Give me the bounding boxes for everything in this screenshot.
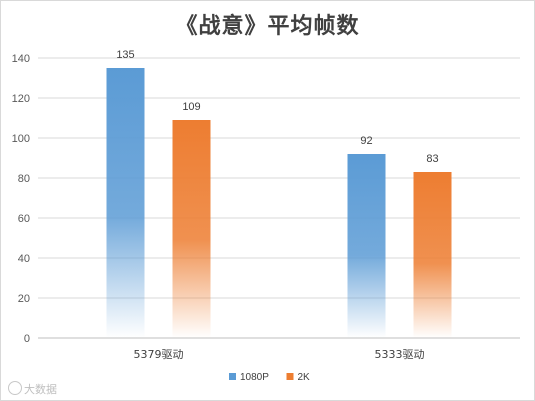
bar-1080P-0 xyxy=(106,68,145,338)
data-labels: 135 109 92 83 xyxy=(116,49,438,165)
bars xyxy=(106,68,452,338)
watermark-logo-icon xyxy=(8,381,22,395)
y-tick-label: 100 xyxy=(12,133,30,145)
data-label: 109 xyxy=(182,101,200,113)
watermark: 大数据 xyxy=(8,381,57,397)
chart-title: 《战意》平均帧数 xyxy=(175,13,360,39)
y-tick-label: 140 xyxy=(12,53,30,65)
x-axis: 5379驱动 5333驱动 xyxy=(38,337,520,361)
legend-swatch xyxy=(229,373,236,380)
legend-label: 2K xyxy=(298,372,311,383)
legend: 1080P 2K xyxy=(229,372,310,383)
legend-label: 1080P xyxy=(240,372,269,383)
data-label: 83 xyxy=(426,153,438,165)
y-tick-label: 120 xyxy=(12,93,30,105)
y-tick-label: 80 xyxy=(18,173,30,185)
y-tick-label: 0 xyxy=(24,333,30,345)
data-label: 92 xyxy=(360,135,372,147)
data-label: 135 xyxy=(116,49,134,61)
x-category-label: 5333驱动 xyxy=(375,348,425,361)
legend-swatch xyxy=(286,373,294,380)
y-axis: 0 20 40 60 80 100 120 140 xyxy=(12,53,30,345)
bar-2K-0 xyxy=(172,120,211,338)
y-tick-label: 20 xyxy=(18,293,30,305)
x-category-label: 5379驱动 xyxy=(134,348,184,361)
y-tick-label: 40 xyxy=(18,253,30,265)
bar-2K-1 xyxy=(413,172,452,338)
watermark-text: 大数据 xyxy=(24,383,57,396)
y-tick-label: 60 xyxy=(18,213,30,225)
bar-1080P-1 xyxy=(347,154,386,338)
